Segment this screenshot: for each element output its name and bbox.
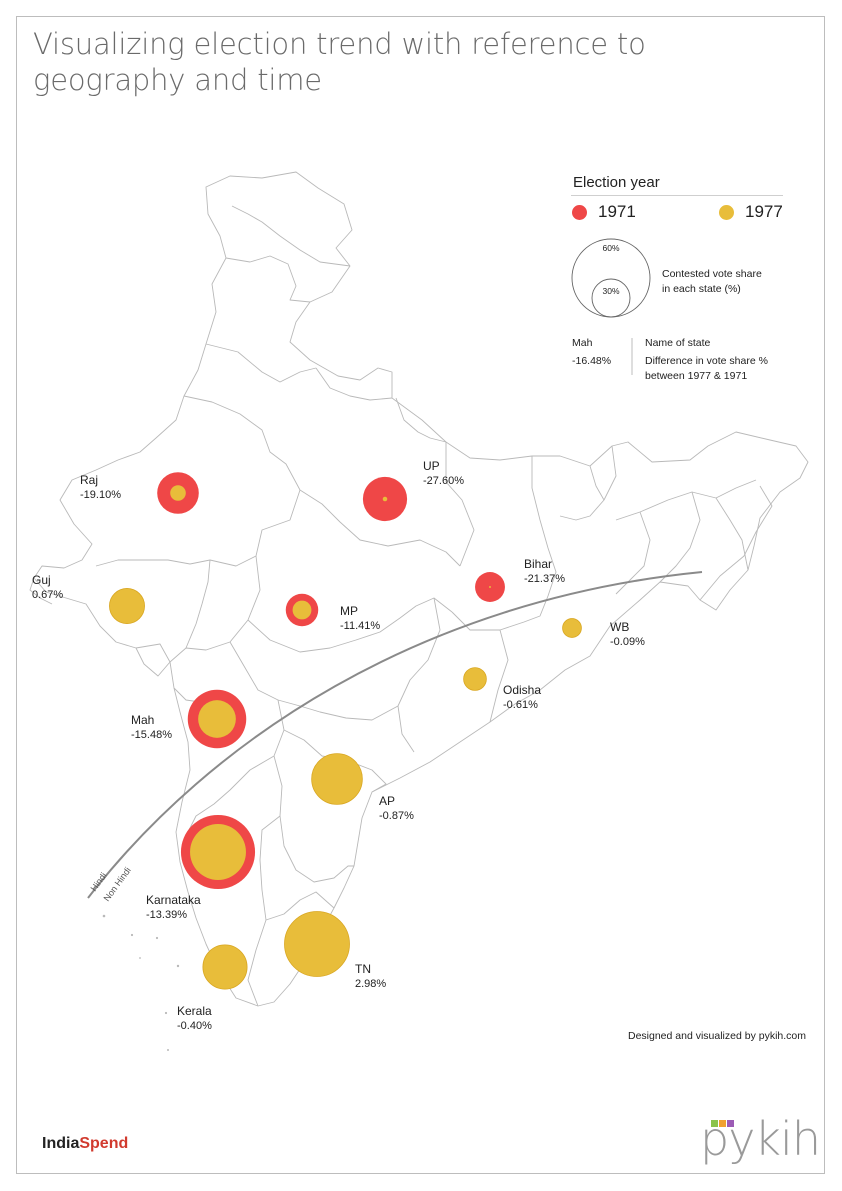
state-name-guj: Guj xyxy=(32,573,51,587)
key-example-state: Mah xyxy=(572,337,593,349)
state-name-kerala: Kerala xyxy=(177,1004,212,1018)
india-state-outline xyxy=(29,171,809,1007)
state-name-odisha: Odisha xyxy=(503,683,541,697)
key-name-of-state: Name of state xyxy=(645,337,711,349)
legend-item-1971: 1971 xyxy=(572,202,636,222)
state-name-raj: Raj xyxy=(80,473,98,487)
size-caption-line2: in each state (%) xyxy=(662,283,741,295)
bubble-1977-tn xyxy=(284,911,350,977)
designer-credit: Designed and visualized by pykih.com xyxy=(628,1030,807,1042)
state-diff-bihar: -21.37% xyxy=(524,573,565,585)
size-caption: Contested vote share in each state (%) xyxy=(662,267,762,297)
legend-rule xyxy=(571,195,783,196)
bubble-1977-ap xyxy=(311,753,363,805)
pykih-logo-square-green xyxy=(711,1120,718,1127)
key-example: Mah -16.48% xyxy=(572,336,611,369)
state-name-ap: AP xyxy=(379,794,395,808)
size-legend-label-60: 60% xyxy=(602,243,619,253)
page-frame xyxy=(16,16,825,1174)
state-diff-mp: -11.41% xyxy=(340,620,380,632)
hindi-divider-curve xyxy=(87,571,703,899)
bubble-1977-guj xyxy=(109,588,145,624)
state-diff-karnataka: -13.39% xyxy=(146,909,187,921)
state-diff-raj: -19.10% xyxy=(80,489,121,501)
state-name-up: UP xyxy=(423,459,440,473)
key-diff-line1: Difference in vote share % xyxy=(645,355,768,367)
legend-item-1977: 1977 xyxy=(719,202,783,222)
bubble-1977-mah xyxy=(198,700,236,738)
key-example-diff: -16.48% xyxy=(572,355,612,367)
state-diff-mah: -15.48% xyxy=(131,729,172,741)
state-name-bihar: Bihar xyxy=(524,557,552,571)
bubble-1977-kerala xyxy=(202,944,248,990)
divider-label-hindi: Hindi xyxy=(89,871,109,893)
bubble-1977-wb xyxy=(562,618,582,638)
legend-dot-1977 xyxy=(719,204,734,220)
divider-label-non-hindi: Non Hindi xyxy=(102,865,133,903)
state-diff-tn: 2.98% xyxy=(355,978,386,990)
state-diff-ap: -0.87% xyxy=(379,810,414,822)
legend-dot-1971 xyxy=(572,204,587,220)
bubble-1977-raj xyxy=(170,485,186,501)
bubble-1977-odisha xyxy=(463,667,487,691)
indiaspend-logo: IndiaSpend xyxy=(42,1135,128,1153)
size-legend-label-30: 30% xyxy=(602,286,619,296)
indiaspend-logo-spend: Spend xyxy=(79,1135,129,1152)
bubble-1977-bihar xyxy=(489,586,491,588)
legend-label-1977: 1977 xyxy=(745,202,783,221)
key-explanation: Name of state Difference in vote share %… xyxy=(645,336,768,384)
state-name-wb: WB xyxy=(610,620,629,634)
size-legend: 60% 30% xyxy=(571,238,651,318)
state-diff-guj: 0.67% xyxy=(32,589,63,601)
key-diff-line2: between 1977 & 1971 xyxy=(645,370,748,382)
indiaspend-logo-india: India xyxy=(42,1135,80,1152)
state-name-mp: MP xyxy=(340,604,358,618)
pykih-logo-square-orange xyxy=(719,1120,726,1127)
size-legend-circle-30 xyxy=(591,278,631,318)
state-name-mah: Mah xyxy=(131,713,154,727)
bubble-1977-karnataka xyxy=(190,824,246,880)
state-diff-kerala: -0.40% xyxy=(177,1020,212,1032)
state-name-karnataka: Karnataka xyxy=(146,893,201,907)
state-bubbles xyxy=(109,472,582,990)
island-specks xyxy=(102,914,180,1051)
size-caption-line1: Contested vote share xyxy=(662,268,762,280)
legend-label-1971: 1971 xyxy=(598,202,636,221)
state-diff-wb: -0.09% xyxy=(610,636,645,648)
state-diff-up: -27.60% xyxy=(423,475,464,487)
legend-heading: Election year xyxy=(573,174,660,191)
state-labels: Raj -19.10% UP -27.60% Guj 0.67% MP -11.41% Biha… xyxy=(32,459,645,1032)
state-name-tn: TN xyxy=(355,962,371,976)
state-diff-odisha: -0.61% xyxy=(503,699,538,711)
pykih-logo-text: pykih xyxy=(700,1112,821,1166)
bubble-1977-up xyxy=(382,496,388,502)
page-title: Visualizing election trend with referenc… xyxy=(33,27,646,97)
pykih-logo-square-purple xyxy=(727,1120,734,1127)
bubble-1977-mp xyxy=(292,600,312,620)
